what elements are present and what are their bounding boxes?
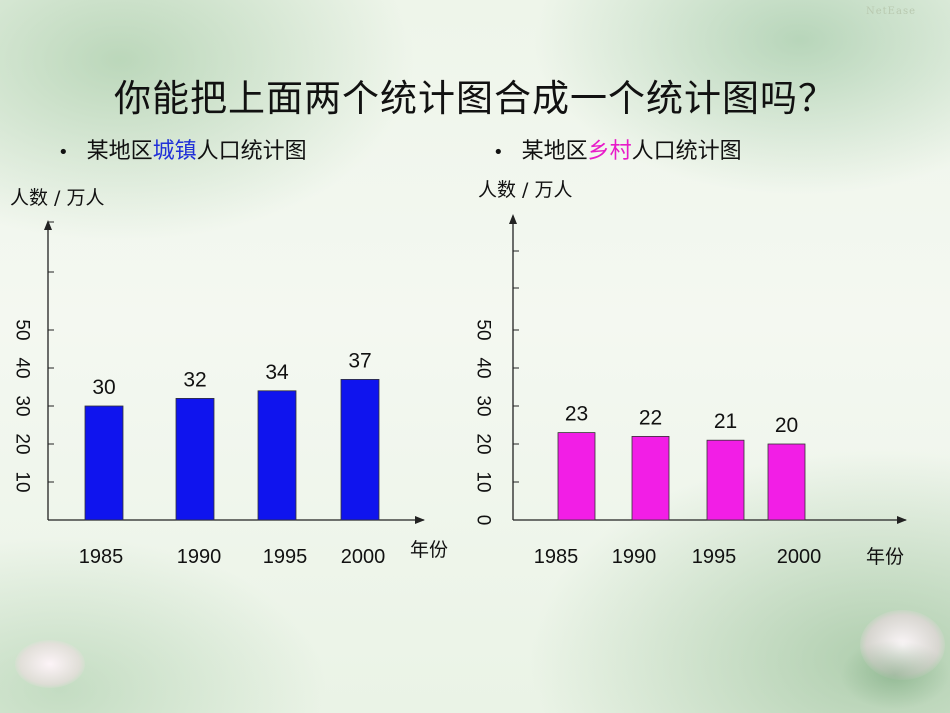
slide-title: 你能把上面两个统计图合成一个统计图吗？ (114, 77, 836, 120)
data-label: 22 (639, 406, 662, 429)
x-axis-arrow (897, 516, 907, 524)
bar (340, 378, 380, 521)
category-label: 1990 (612, 546, 657, 568)
category-label: 2000 (341, 546, 386, 568)
lotus-flower-right (860, 610, 945, 680)
data-label: 30 (92, 376, 115, 399)
y-tick-label: 50 (12, 319, 33, 340)
data-label: 20 (775, 414, 798, 437)
bullet-right: • (493, 142, 504, 163)
bar (706, 439, 745, 521)
category-label: 1995 (263, 546, 308, 568)
netease-logo: NetEase (866, 6, 916, 17)
y-tick-label: 20 (473, 433, 494, 454)
y-tick-label: 0 (473, 515, 494, 526)
lotus-leaf-right (840, 640, 950, 710)
left-heading-highlight: 城镇 (152, 139, 197, 164)
data-label: 23 (565, 403, 588, 426)
category-label: 1995 (692, 546, 737, 568)
bar (84, 405, 124, 521)
bar (175, 397, 215, 521)
right-heading-suffix: 人口统计图 (631, 139, 742, 164)
data-label: 21 (714, 410, 737, 433)
left-heading-suffix: 人口统计图 (196, 139, 307, 164)
y-tick-label: 50 (473, 319, 494, 340)
category-label: 2000 (777, 546, 822, 568)
bar (257, 390, 297, 521)
data-label: 34 (265, 361, 289, 384)
y-tick-label: 40 (473, 357, 494, 378)
right-heading-prefix: 某地区 (521, 139, 588, 164)
y-tick-label: 30 (473, 395, 494, 416)
category-label: 1985 (79, 546, 124, 568)
y-axis-arrow (44, 220, 52, 230)
category-label: 1990 (177, 546, 222, 568)
y-tick-label: 10 (12, 471, 33, 492)
y-tick-label: 40 (12, 357, 33, 378)
x-axis-arrow (415, 516, 425, 524)
x-axis-label: 年份 (866, 546, 904, 568)
left-heading-prefix: 某地区 (86, 139, 153, 164)
category-label: 1985 (534, 546, 579, 568)
data-label: 37 (348, 349, 371, 372)
bar (631, 435, 670, 521)
y-axis-label: 人数 / 万人 (10, 187, 104, 209)
right-heading-highlight: 乡村 (587, 139, 632, 164)
bullet-left: • (58, 142, 69, 163)
right-chart-heading: • 某地区乡村人口统计图 (493, 133, 742, 165)
lotus-flower-left (15, 640, 85, 688)
y-tick-label: 30 (12, 395, 33, 416)
y-tick-label: 10 (473, 471, 494, 492)
x-axis-label: 年份 (410, 539, 448, 561)
y-axis-label: 人数 / 万人 (478, 179, 572, 201)
y-tick-label: 20 (12, 433, 33, 454)
bar (767, 443, 806, 521)
bar (557, 432, 596, 521)
left-chart-heading: • 某地区城镇人口统计图 (58, 133, 307, 165)
data-label: 32 (183, 368, 206, 391)
y-axis-arrow (509, 214, 517, 224)
